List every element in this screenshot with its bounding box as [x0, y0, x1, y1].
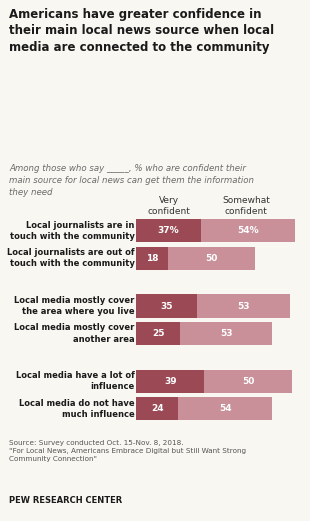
- Text: Very
confident: Very confident: [147, 196, 190, 216]
- Text: Local journalists are in
touch with the community: Local journalists are in touch with the …: [10, 221, 135, 241]
- Text: 53: 53: [237, 302, 250, 311]
- Bar: [204, 370, 292, 393]
- Bar: [136, 247, 168, 270]
- Bar: [180, 322, 272, 345]
- Text: 39: 39: [164, 377, 177, 386]
- Text: 54%: 54%: [237, 226, 259, 235]
- Bar: [201, 219, 295, 242]
- Text: 50: 50: [242, 377, 254, 386]
- Text: 25: 25: [152, 329, 164, 338]
- Bar: [136, 322, 180, 345]
- Bar: [197, 294, 290, 318]
- Text: Source: Survey conducted Oct. 15-Nov. 8, 2018.
"For Local News, Americans Embrac: Source: Survey conducted Oct. 15-Nov. 8,…: [9, 440, 246, 462]
- Text: 53: 53: [220, 329, 232, 338]
- Text: Among those who say _____, % who are confident their
main source for local news : Among those who say _____, % who are con…: [9, 164, 254, 197]
- Text: Local media mostly cover
the area where you live: Local media mostly cover the area where …: [14, 296, 135, 316]
- Text: 24: 24: [151, 404, 164, 413]
- Text: 50: 50: [205, 254, 218, 263]
- Bar: [168, 247, 255, 270]
- Text: 54: 54: [219, 404, 232, 413]
- Text: Somewhat
confident: Somewhat confident: [222, 196, 270, 216]
- Text: Local media have a lot of
influence: Local media have a lot of influence: [16, 371, 135, 391]
- Bar: [136, 370, 204, 393]
- Text: 18: 18: [146, 254, 158, 263]
- Text: Local journalists are out of
touch with the community: Local journalists are out of touch with …: [7, 248, 135, 268]
- Text: Local media do not have
much influence: Local media do not have much influence: [19, 399, 135, 419]
- Bar: [178, 397, 272, 420]
- Text: 37%: 37%: [158, 226, 179, 235]
- Text: Americans have greater confidence in
their main local news source when local
med: Americans have greater confidence in the…: [9, 8, 274, 54]
- Text: Local media mostly cover
another area: Local media mostly cover another area: [14, 324, 135, 343]
- Bar: [136, 397, 178, 420]
- Text: PEW RESEARCH CENTER: PEW RESEARCH CENTER: [9, 497, 122, 505]
- Text: 35: 35: [161, 302, 173, 311]
- Bar: [136, 219, 201, 242]
- Bar: [136, 294, 197, 318]
